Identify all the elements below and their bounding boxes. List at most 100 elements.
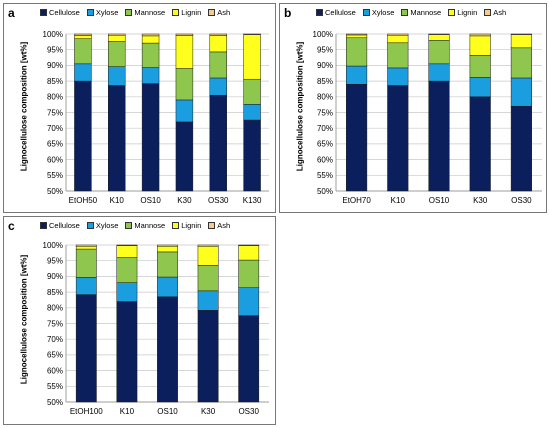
bar-segment-lignin: [175, 35, 194, 69]
bar-segment-cellulose: [175, 121, 194, 192]
chart-panel-c: c Cellulose Xylose Mannose Lignin Ash Lignoc…: [3, 216, 276, 425]
legend-label: Xylose: [95, 221, 119, 230]
bar-segment-cellulose: [157, 296, 178, 403]
bar-segment-lignin: [116, 245, 138, 258]
bar-segment-lignin: [238, 245, 260, 261]
bar-segment-cellulose: [75, 294, 97, 403]
legend-label: Mannose: [134, 8, 166, 17]
bar-segment-xylose: [346, 65, 368, 85]
x-tick-label: EtOH50: [69, 196, 98, 205]
bar-segment-cellulose: [141, 83, 160, 192]
bar-segment-mannose: [238, 259, 260, 288]
y-tick-label: 100%: [43, 241, 63, 250]
legend-swatch: [208, 222, 216, 229]
x-tick-label: OS10: [429, 196, 450, 205]
bar-segment-ash: [75, 244, 97, 247]
chart-plot: 50% 55% 60% 65% 70% 75% 80% 85% 90% 95% 100% EtOH70…: [313, 30, 542, 205]
bar-segment-xylose: [175, 99, 194, 123]
legend-item: Lignin: [172, 8, 201, 17]
legend-item: Xylose: [86, 8, 119, 17]
x-tick-label: K30: [201, 407, 216, 416]
bar-segment-lignin: [209, 35, 227, 53]
y-tick-label: 95%: [47, 46, 63, 55]
y-tick-label: 70%: [47, 335, 63, 344]
legend-swatch: [448, 9, 456, 16]
y-tick-label: 85%: [47, 288, 63, 297]
x-tick-label: OS30: [238, 407, 259, 416]
bar-segment-ash: [469, 33, 491, 37]
legend-label: Cellulose: [49, 221, 80, 230]
bar-segment-cellulose: [116, 301, 138, 403]
bar-segment-xylose: [157, 276, 178, 298]
legend-item: Xylose: [362, 8, 394, 17]
chart-panel-a: a Cellulose Xylose Mannose Lignin Ash Lignoc…: [3, 3, 276, 213]
bar-segment-lignin: [346, 34, 368, 39]
x-tick-label: K30: [473, 196, 488, 205]
bar-segment-lignin: [510, 34, 532, 49]
legend-swatch: [125, 222, 133, 229]
bar-segment-xylose: [116, 282, 138, 302]
y-tick-label: 65%: [317, 140, 333, 149]
legend-label: Cellulose: [325, 8, 356, 17]
chart-plot: 50% 55% 60% 65% 70% 75% 80% 85% 90% 95% 100% EtOH10…: [43, 241, 269, 416]
bar-segment-cellulose: [108, 85, 126, 192]
x-tick-label: EtOH70: [342, 196, 371, 205]
bar-segment-xylose: [209, 77, 227, 96]
bar-segment-mannose: [387, 42, 409, 69]
bar-segment-cellulose: [428, 80, 450, 192]
bar-segment-mannose: [510, 47, 532, 79]
legend-item: Ash: [484, 8, 506, 17]
legend-label: Xylose: [95, 8, 119, 17]
bar-segment-ash: [116, 244, 138, 246]
legend-item: Lignin: [172, 221, 201, 230]
bar-segment-xylose: [108, 66, 126, 86]
legend-item: Ash: [208, 221, 230, 230]
bar-segment-ash: [74, 33, 92, 36]
bar-segment-xylose: [510, 77, 532, 107]
legend-label: Mannose: [134, 221, 166, 230]
bar-segment-lignin: [387, 35, 409, 44]
y-tick-label: 85%: [47, 77, 63, 86]
x-tick-label: OS30: [511, 196, 532, 205]
bar-segment-cellulose: [510, 105, 532, 192]
x-tick-label: EtOH100: [70, 407, 103, 416]
y-tick-label: 55%: [47, 382, 63, 391]
bar-segment-cellulose: [209, 94, 227, 192]
x-tick-label: OS10: [140, 196, 161, 205]
bar-segment-mannose: [157, 251, 178, 278]
y-tick-label: 90%: [47, 272, 63, 281]
bar-segment-xylose: [141, 67, 160, 84]
bar-segment-xylose: [469, 77, 491, 98]
x-tick-label: K10: [391, 196, 406, 205]
y-tick-label: 60%: [47, 366, 63, 375]
bar-segment-ash: [510, 33, 532, 35]
y-tick-label: 55%: [317, 171, 333, 180]
legend-swatch: [401, 9, 409, 16]
panel-letter: c: [8, 219, 15, 233]
y-tick-label: 80%: [47, 93, 63, 102]
bar-segment-cellulose: [243, 119, 261, 192]
legend-label: Lignin: [457, 8, 478, 17]
legend-swatch: [208, 9, 216, 16]
panel-letter: a: [8, 6, 15, 20]
bar-segment-ash: [243, 33, 261, 35]
y-tick-label: 95%: [47, 257, 63, 266]
bar-segment-lignin: [197, 246, 219, 266]
x-tick-label: OS30: [208, 196, 229, 205]
legend-label: Cellulose: [49, 8, 80, 17]
bar-segment-ash: [387, 33, 409, 36]
y-tick-label: 90%: [47, 61, 63, 70]
bar-segment-ash: [238, 244, 260, 246]
y-tick-label: 75%: [47, 108, 63, 117]
chart-panel-b: b Cellulose Xylose Mannose Lignin Ash Lignoc…: [279, 3, 547, 213]
x-tick-label: K10: [120, 407, 135, 416]
bar-segment-mannose: [175, 68, 194, 101]
y-tick-label: 60%: [47, 155, 63, 164]
bar-segment-ash: [209, 33, 227, 36]
bar-segment-cellulose: [346, 83, 368, 192]
y-tick-label: 95%: [317, 46, 333, 55]
bar-segment-lignin: [74, 35, 92, 39]
panel-letter: b: [284, 6, 292, 20]
legend-label: Lignin: [181, 221, 202, 230]
legend-item: Cellulose: [40, 8, 80, 17]
